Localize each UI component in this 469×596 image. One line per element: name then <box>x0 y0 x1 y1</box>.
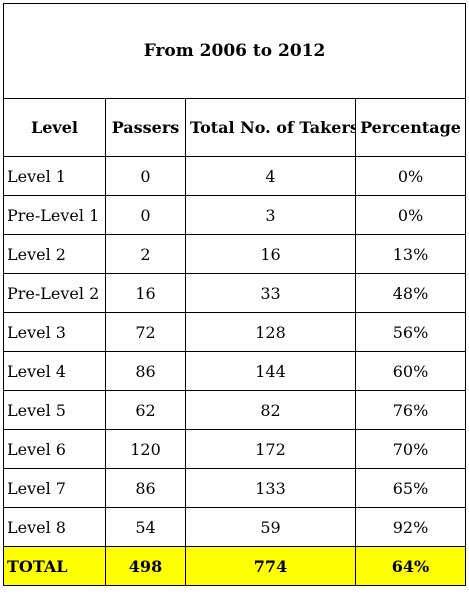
table-row: Level 2 2 16 13% <box>3 234 467 274</box>
takers-cell: 4 <box>185 156 356 196</box>
header-row: Level Passers Total No. of Takers Percen… <box>3 98 467 157</box>
passers-cell: 86 <box>105 468 186 508</box>
percentage-cell: 60% <box>354 351 467 391</box>
level-cell: Level 7 <box>3 468 106 508</box>
level-cell: Level 8 <box>3 507 106 547</box>
passers-cell: 62 <box>105 390 186 430</box>
level-cell: Pre-Level 1 <box>3 195 106 235</box>
takers-cell: 133 <box>185 468 356 508</box>
percentage-cell: 65% <box>354 468 467 508</box>
takers-cell: 82 <box>185 390 356 430</box>
results-table-body: From 2006 to 2012 Level Passers Total No… <box>2 3 467 586</box>
table-row: Level 3 72 128 56% <box>3 312 467 352</box>
passers-cell: 0 <box>105 156 186 196</box>
table-row: Level 1 0 4 0% <box>3 156 467 196</box>
total-row: TOTAL 498 774 64% <box>3 546 467 586</box>
table-row: Pre-Level 2 16 33 48% <box>3 273 467 313</box>
percentage-cell: 13% <box>354 234 467 274</box>
column-header-passers: Passers <box>105 98 186 157</box>
column-header-takers: Total No. of Takers <box>185 98 356 157</box>
level-cell: Level 2 <box>3 234 106 274</box>
percentage-cell: 0% <box>354 156 467 196</box>
title-row: From 2006 to 2012 <box>2 3 467 99</box>
takers-cell: 172 <box>185 429 356 469</box>
total-label: TOTAL <box>3 546 106 586</box>
percentage-cell: 56% <box>354 312 467 352</box>
level-cell: Level 5 <box>3 390 106 430</box>
level-cell: Level 1 <box>3 156 106 196</box>
passers-cell: 2 <box>105 234 186 274</box>
results-table: From 2006 to 2012 Level Passers Total No… <box>2 3 467 586</box>
total-percentage: 64% <box>354 546 467 586</box>
column-header-percentage: Percentage <box>354 98 467 157</box>
total-takers: 774 <box>185 546 356 586</box>
column-header-level: Level <box>3 98 106 157</box>
passers-cell: 54 <box>105 507 186 547</box>
takers-cell: 33 <box>185 273 356 313</box>
table-title: From 2006 to 2012 <box>2 3 467 99</box>
table-row: Level 6 120 172 70% <box>3 429 467 469</box>
table-row: Level 5 62 82 76% <box>3 390 467 430</box>
level-cell: Level 3 <box>3 312 106 352</box>
level-cell: Level 4 <box>3 351 106 391</box>
level-cell: Pre-Level 2 <box>3 273 106 313</box>
takers-cell: 3 <box>185 195 356 235</box>
percentage-cell: 48% <box>354 273 467 313</box>
passers-cell: 120 <box>105 429 186 469</box>
takers-cell: 59 <box>185 507 356 547</box>
table-row: Level 4 86 144 60% <box>3 351 467 391</box>
total-passers: 498 <box>105 546 186 586</box>
percentage-cell: 0% <box>354 195 467 235</box>
takers-cell: 128 <box>185 312 356 352</box>
passers-cell: 16 <box>105 273 186 313</box>
passers-cell: 86 <box>105 351 186 391</box>
takers-cell: 16 <box>185 234 356 274</box>
percentage-cell: 92% <box>354 507 467 547</box>
percentage-cell: 70% <box>354 429 467 469</box>
passers-cell: 0 <box>105 195 186 235</box>
table-row: Level 8 54 59 92% <box>3 507 467 547</box>
level-cell: Level 6 <box>3 429 106 469</box>
takers-cell: 144 <box>185 351 356 391</box>
table-row: Level 7 86 133 65% <box>3 468 467 508</box>
percentage-cell: 76% <box>354 390 467 430</box>
passers-cell: 72 <box>105 312 186 352</box>
table-row: Pre-Level 1 0 3 0% <box>3 195 467 235</box>
